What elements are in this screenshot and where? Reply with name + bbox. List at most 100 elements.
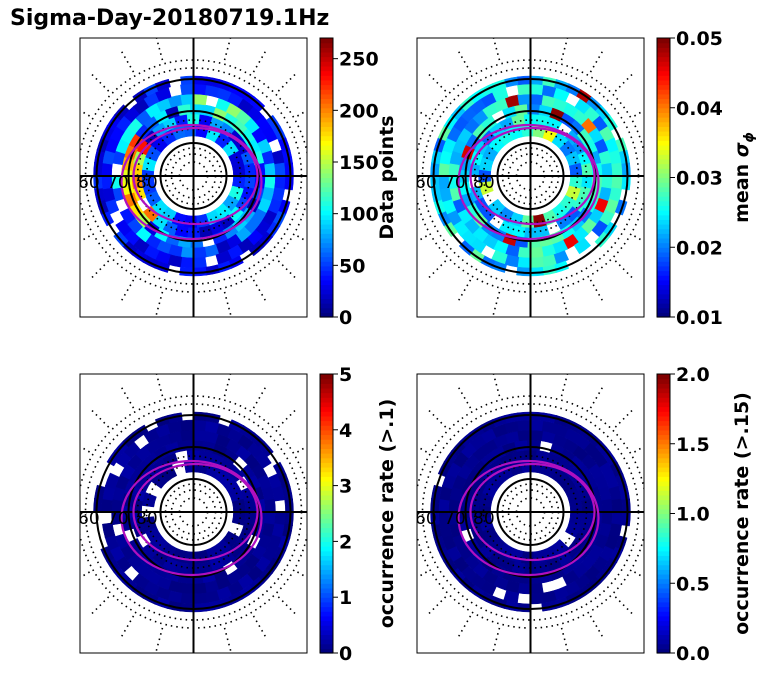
colorbar-gradient-step: [657, 93, 670, 100]
grid-spoke-dotted: [252, 386, 267, 409]
heatmap-bin: [244, 498, 256, 513]
colorbar-gradient-step: [657, 144, 670, 151]
colorbar-gradient-step: [320, 378, 333, 384]
colorbar-gradient-step: [320, 312, 333, 318]
colorbar-gradient-step: [657, 65, 670, 72]
colorbar-gradient-step: [320, 397, 333, 403]
colorbar-gradient-step: [320, 279, 333, 286]
colorbar-gradient-step: [320, 61, 333, 67]
colorbar-gradient-step: [657, 237, 670, 244]
colorbar-gradient-step: [320, 592, 333, 598]
colorbar-gradient-step: [657, 186, 670, 193]
colorbar-gradient-step: [320, 546, 333, 552]
grid-spoke-dotted: [90, 408, 110, 428]
colorbar: 0.0 0.5 1.0 1.5 2.0 occurrence rate (>.15): [656, 364, 753, 665]
colorbar-gradient-step: [657, 89, 670, 95]
heatmap-bin: [180, 419, 195, 432]
heatmap-bin: [102, 522, 116, 539]
colorbar-gradient-step: [320, 117, 333, 123]
grid-spoke-dotted: [560, 38, 569, 61]
grid-spoke-dotted: [634, 235, 644, 243]
colorbar-gradient-step: [657, 550, 670, 556]
colorbar-gradient-step: [320, 237, 333, 244]
colorbar-gradient-step: [657, 513, 670, 519]
latitude-label: 70: [107, 173, 129, 193]
grid-spoke-dotted: [80, 235, 90, 243]
colorbar-gradient-step: [657, 279, 670, 286]
colorbar-gradient-step: [657, 601, 670, 608]
colorbar-gradient-step: [657, 546, 670, 552]
panel-4: 60 70 80 0.0 0.5 1.0 1.5 2.0 occurrence rate (>.…: [415, 364, 753, 665]
grid-spoke-dotted: [297, 109, 307, 117]
boundary-oval-inner: [469, 462, 596, 562]
heatmap-bin: [177, 103, 192, 116]
colorbar-gradient-step: [320, 205, 333, 211]
boundary-oval-outer: [457, 123, 600, 241]
grid-spoke-dotted: [252, 279, 267, 302]
latitude-label: 60: [415, 509, 437, 529]
colorbar-gradient-step: [320, 499, 333, 505]
latitude-label: 60: [415, 173, 437, 193]
colorbar-gradient-step: [320, 135, 333, 141]
colorbar-gradient-step: [657, 387, 670, 394]
grid-spoke-dotted: [427, 72, 447, 92]
colorbar-gradient-step: [320, 401, 333, 408]
boundary-oval-outer: [120, 459, 263, 577]
colorbar-gradient-step: [657, 443, 670, 449]
colorbar-gradient-step: [320, 471, 333, 477]
heatmap-bin: [514, 439, 529, 452]
colorbar-gradient-step: [320, 541, 333, 547]
colorbar-label: occurrence rate (>.1): [376, 399, 398, 629]
colorbar-gradient-step: [320, 573, 333, 580]
colorbar-gradient-step: [657, 107, 670, 113]
colorbar: 0.01 0.02 0.03 0.04 0.05 mean σϕ: [656, 28, 757, 329]
colorbar-gradient-step: [657, 182, 670, 188]
heatmap-bin: [180, 83, 195, 96]
grid-spoke-dotted: [277, 260, 297, 280]
grid-spoke-dotted: [457, 50, 472, 73]
colorbar-gradient-step: [320, 158, 333, 165]
grid-spoke-dotted: [297, 571, 307, 579]
colorbar-gradient-step: [657, 480, 670, 487]
colorbar-gradient-step: [657, 293, 670, 299]
colorbar-gradient-step: [657, 453, 670, 459]
colorbar-gradient-step: [320, 112, 333, 118]
colorbar-gradient-step: [657, 397, 670, 403]
colorbar-tick-label: 250: [339, 49, 379, 71]
axes-frame: [416, 37, 645, 318]
colorbar-gradient-step: [320, 163, 333, 169]
axes-frame: [79, 37, 308, 318]
latitude-label: 60: [78, 509, 100, 529]
heatmap-bin: [517, 83, 532, 96]
figure-title: Sigma-Day-20180719.1Hz: [10, 6, 330, 31]
colorbar-tick-label: 0.0: [676, 643, 710, 665]
grid-spoke-dotted: [427, 596, 447, 616]
colorbar-gradient-step: [320, 597, 333, 603]
colorbar-tick-label: 0.5: [676, 573, 710, 595]
colorbar-gradient-step: [657, 434, 670, 440]
colorbar-gradient-step: [657, 131, 670, 137]
colorbar-tick-label: 200: [339, 100, 379, 122]
grid-spoke-dotted: [492, 38, 501, 61]
colorbar-tick-label: 1.0: [676, 504, 710, 526]
colorbar-gradient-step: [320, 643, 333, 649]
heatmap-bin: [601, 498, 613, 514]
colorbar-gradient-step: [657, 392, 670, 398]
latitude-label: 80: [136, 173, 158, 193]
colorbar-gradient-step: [320, 121, 333, 127]
grid-spoke-dotted: [120, 279, 135, 302]
latitude-label: 80: [473, 173, 495, 193]
colorbar-gradient-step: [657, 592, 670, 598]
colorbar-gradient-step: [657, 307, 670, 313]
colorbar-tick-label: 1: [339, 587, 352, 609]
latitude-label: 70: [444, 173, 466, 193]
colorbar-gradient-step: [320, 476, 333, 482]
colorbar-gradient-step: [320, 79, 333, 86]
grid-spoke-dotted: [223, 627, 232, 653]
colorbar-gradient-step: [657, 499, 670, 505]
colorbar-gradient-step: [320, 219, 333, 225]
grid-spoke-dotted: [427, 408, 447, 428]
grid-spoke-dotted: [457, 615, 472, 638]
grid-spoke-dotted: [297, 445, 307, 453]
colorbar-gradient-step: [657, 522, 670, 529]
